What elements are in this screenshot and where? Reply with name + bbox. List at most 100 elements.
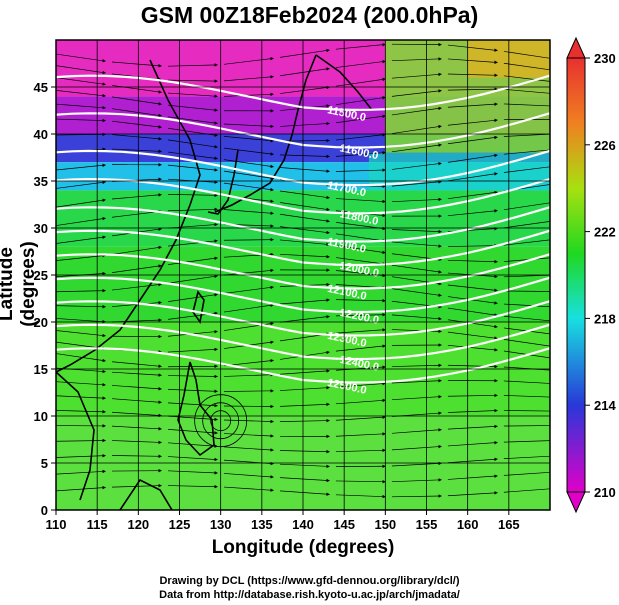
y-tick-label: 5 xyxy=(41,456,48,471)
streamline xyxy=(447,243,498,248)
x-tick-label: 150 xyxy=(374,517,396,532)
streamline xyxy=(391,444,442,451)
x-tick-label: 145 xyxy=(333,517,355,532)
streamline xyxy=(503,488,550,493)
streamline xyxy=(447,58,498,65)
streamline xyxy=(167,415,218,422)
streamline xyxy=(503,239,550,246)
streamline xyxy=(391,314,442,321)
streamline xyxy=(167,151,218,160)
streamline xyxy=(503,221,550,229)
streamline xyxy=(167,364,218,369)
streamline xyxy=(391,428,442,434)
streamline xyxy=(223,92,274,97)
streamline xyxy=(167,79,218,83)
streamline xyxy=(111,440,162,445)
y-axis-label: Latitude (degrees) xyxy=(0,241,39,327)
streamline xyxy=(111,264,162,273)
streamline xyxy=(503,149,550,155)
streamline xyxy=(447,296,498,305)
colorbar: 230 226 222 218 214 210 xyxy=(566,36,616,514)
streamline xyxy=(447,491,498,497)
streamline xyxy=(167,484,218,489)
streamline xyxy=(447,44,498,52)
streamline xyxy=(223,159,274,169)
colorbar-bottom-triangle xyxy=(566,491,586,514)
streamline xyxy=(167,389,218,394)
y-tick-label: 45 xyxy=(34,80,48,95)
streamline xyxy=(447,344,498,352)
streamline xyxy=(279,314,330,323)
streamline xyxy=(223,473,274,479)
streamline xyxy=(111,209,162,218)
streamline xyxy=(391,197,442,203)
streamline xyxy=(391,329,442,334)
streamline xyxy=(111,385,162,391)
streamline xyxy=(167,470,218,475)
y-tick-label: 25 xyxy=(34,268,48,283)
streamline xyxy=(503,290,550,292)
streamline xyxy=(167,429,218,435)
coastline-vietnam xyxy=(56,371,95,501)
streamline xyxy=(447,73,498,77)
streamline xyxy=(447,135,498,145)
streamline xyxy=(223,433,274,438)
streamline xyxy=(279,190,330,200)
colorbar-tick-label: 226 xyxy=(594,138,616,153)
streamline xyxy=(279,138,330,143)
streamline xyxy=(223,389,274,393)
x-tick-label: 125 xyxy=(169,517,191,532)
streamline xyxy=(391,161,442,170)
streamline xyxy=(279,386,330,391)
streamline xyxy=(503,455,550,459)
plot-title: GSM 00Z18Feb2024 (200.0hPa) xyxy=(140,2,479,28)
streamline xyxy=(167,274,218,284)
streamline xyxy=(223,136,274,143)
y-tick-label: 20 xyxy=(34,315,48,330)
coastline-china xyxy=(56,59,201,373)
streamline xyxy=(167,442,218,448)
streamline xyxy=(111,282,162,291)
streamline xyxy=(503,315,550,322)
streamline xyxy=(447,393,498,398)
streamline xyxy=(503,133,550,137)
streamline xyxy=(279,463,330,469)
streamline xyxy=(503,51,550,59)
streamline xyxy=(503,88,550,94)
streamline xyxy=(503,166,550,173)
streamline xyxy=(447,440,498,447)
streamline xyxy=(279,85,330,94)
y-tick-label: 35 xyxy=(34,174,48,189)
credit-dcl: Drawing by DCL (https://www.gfd-dennou.o… xyxy=(159,575,460,587)
streamline xyxy=(503,395,550,398)
coastline-borneo xyxy=(119,478,173,510)
streamline xyxy=(223,147,274,156)
streamline xyxy=(391,89,442,97)
streamline xyxy=(503,103,550,107)
streamline xyxy=(391,106,442,116)
x-tick-label: 110 xyxy=(46,517,67,532)
streamline xyxy=(167,239,218,247)
colorbar-tick-label: 222 xyxy=(594,225,616,240)
streamline xyxy=(503,425,550,427)
streamline xyxy=(223,56,274,65)
streamline xyxy=(223,209,274,215)
streamline xyxy=(391,124,442,134)
streamline xyxy=(167,92,218,98)
streamline xyxy=(223,303,274,313)
streamline xyxy=(279,418,330,423)
coastlines xyxy=(56,54,373,510)
streamline xyxy=(167,402,218,408)
streamline xyxy=(111,361,162,368)
streamline xyxy=(111,96,162,106)
x-tick-label: 130 xyxy=(210,517,232,532)
streamline xyxy=(279,48,330,58)
streamline xyxy=(111,245,162,255)
colorbar-top-triangle xyxy=(566,36,586,59)
streamline xyxy=(167,293,218,302)
colorbar-tick-label: 230 xyxy=(594,51,616,66)
y-tick-label: 40 xyxy=(34,127,48,142)
streamline xyxy=(447,284,498,292)
streamline xyxy=(503,202,550,211)
x-tick-label: 135 xyxy=(251,517,273,532)
